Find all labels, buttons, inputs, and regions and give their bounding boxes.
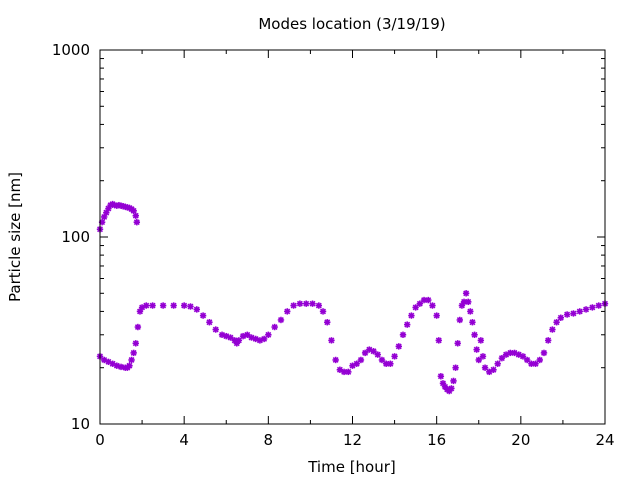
data-point (469, 319, 476, 326)
data-point (303, 300, 310, 307)
data-point (332, 356, 339, 364)
data-point (328, 337, 335, 344)
data-point (477, 337, 485, 344)
data-point (399, 331, 407, 338)
points-layer (96, 200, 609, 395)
y-axis-label: Particle size [nm] (6, 172, 24, 302)
y-tick-label: 10 (71, 415, 90, 433)
data-point (134, 323, 142, 331)
data-point (374, 351, 381, 358)
x-tick-label: 8 (264, 431, 274, 449)
data-point (187, 303, 194, 310)
data-point (271, 323, 278, 331)
data-point (471, 331, 478, 338)
chart-title: Modes location (3/19/19) (258, 15, 445, 33)
data-point (309, 300, 316, 307)
data-point (473, 346, 480, 353)
data-point (128, 356, 135, 364)
data-point (435, 337, 442, 344)
data-point (132, 340, 139, 347)
data-point (494, 360, 501, 367)
data-point (132, 212, 139, 219)
data-point (540, 349, 548, 357)
data-point (315, 302, 323, 309)
x-tick-label: 24 (595, 431, 614, 449)
data-point (481, 364, 489, 371)
data-point (454, 340, 461, 347)
data-point (149, 302, 156, 309)
data-point (324, 319, 331, 326)
data-point (227, 334, 234, 341)
data-point (576, 308, 583, 315)
data-point (290, 302, 297, 309)
x-axis-label: Time [hour] (307, 458, 396, 476)
data-point (212, 326, 219, 333)
data-point (429, 302, 436, 309)
data-point (452, 364, 459, 371)
data-point (425, 296, 432, 304)
data-point (408, 312, 415, 319)
data-point (563, 311, 571, 318)
data-point (498, 354, 506, 362)
data-point (199, 312, 207, 319)
data-point (462, 290, 470, 297)
x-tick-label: 12 (343, 431, 362, 449)
data-point (544, 337, 552, 344)
plot-frame (99, 49, 606, 425)
data-point (180, 302, 188, 309)
ticks-layer: 0 4 8 12 16 20 24 10 100 1000 (52, 41, 615, 449)
data-point (467, 308, 474, 315)
data-point (536, 356, 543, 364)
data-point (465, 298, 472, 306)
data-point (448, 385, 455, 392)
y-tick-label: 100 (61, 228, 90, 246)
x-tick-label: 16 (427, 431, 446, 449)
x-tick-label: 0 (95, 431, 105, 449)
data-point (265, 331, 272, 338)
data-point (260, 335, 268, 343)
data-point (357, 356, 365, 364)
data-point (206, 319, 213, 326)
data-point (582, 306, 590, 313)
data-point (433, 312, 440, 319)
data-point (450, 377, 457, 385)
data-point (159, 302, 167, 309)
data-point (387, 360, 394, 367)
data-point (549, 326, 556, 333)
data-point (133, 218, 141, 226)
x-tick-label: 20 (511, 431, 530, 449)
data-point (395, 343, 402, 350)
data-point (490, 366, 497, 373)
data-point (595, 302, 602, 309)
y-tick-label: 1000 (52, 41, 90, 59)
data-point (235, 337, 243, 344)
data-point (277, 316, 285, 324)
data-point (391, 353, 398, 360)
data-point (557, 314, 565, 321)
data-point (345, 368, 352, 376)
data-point (126, 362, 133, 369)
data-point (570, 310, 577, 317)
data-point (437, 373, 445, 380)
data-point (296, 300, 304, 307)
data-point (284, 308, 291, 315)
data-point (404, 321, 411, 328)
data-point (553, 319, 560, 326)
data-point (130, 207, 137, 215)
data-point (523, 356, 531, 364)
data-point (244, 331, 251, 338)
data-point (130, 349, 137, 357)
data-point (319, 308, 327, 315)
data-point (170, 302, 177, 309)
x-tick-label: 4 (179, 431, 189, 449)
data-point (193, 306, 200, 313)
data-point (479, 353, 487, 360)
data-point (456, 316, 464, 324)
data-point (589, 304, 596, 311)
data-point (143, 302, 150, 309)
